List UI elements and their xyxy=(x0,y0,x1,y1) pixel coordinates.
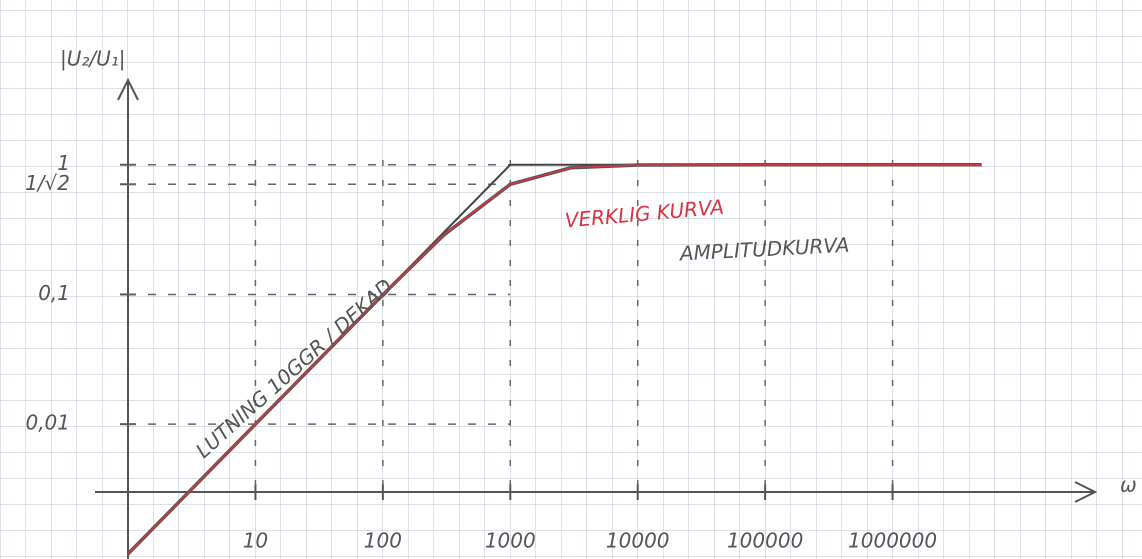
x-tick-label: 10 xyxy=(243,529,268,553)
x-tick-label: 100000 xyxy=(727,529,803,553)
chart: |U₂/U₁| ω 10100100010000100000100000011/… xyxy=(0,0,1142,559)
y-axis-label: |U₂/U₁| xyxy=(60,47,126,71)
x-axis-label: ω xyxy=(1120,473,1137,497)
y-tick-label: 0,01 xyxy=(25,411,70,435)
y-tick-label: 1/√2 xyxy=(25,171,70,195)
graph-paper xyxy=(0,0,1142,559)
x-tick-label: 100 xyxy=(364,529,402,553)
x-tick-label: 1000000 xyxy=(848,529,937,553)
x-tick-label: 10000 xyxy=(606,529,670,553)
y-tick-label: 0,1 xyxy=(38,281,70,305)
x-tick-label: 1000 xyxy=(485,529,536,553)
